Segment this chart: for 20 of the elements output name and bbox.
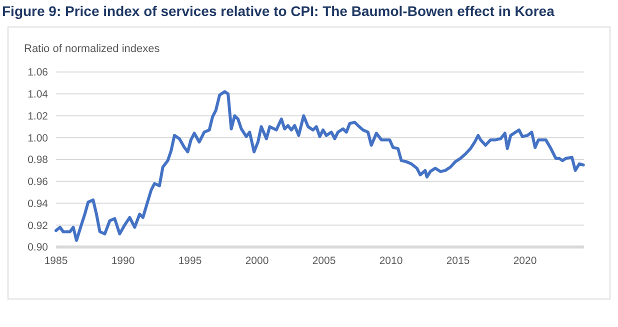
y-tick-label: 1.02	[28, 110, 48, 122]
y-tick-label: 0.92	[28, 220, 48, 232]
y-tick-label: 1.00	[28, 132, 48, 144]
x-tick-label: 2010	[379, 255, 403, 267]
x-tick-label: 2015	[446, 255, 470, 267]
x-tick-label: 1990	[111, 255, 135, 267]
line-series	[54, 90, 585, 242]
x-tick-label: 2005	[312, 255, 336, 267]
y-tick-label: 0.96	[28, 176, 48, 188]
x-tick-label: 2000	[245, 255, 269, 267]
chart-title: Figure 9: Price index of services relative to CPI: The Baumol-Bowen effect in Korea	[2, 3, 555, 19]
y-tick-label: 0.90	[28, 242, 48, 254]
y-tick-label: 1.06	[28, 66, 48, 79]
x-tick-label: 2020	[513, 255, 537, 267]
y-tick-label: 1.04	[28, 88, 48, 101]
y-tick-label: 0.94	[28, 198, 48, 210]
y-tick-label: 0.98	[28, 154, 48, 166]
y-axis-title: Ratio of normalized indexes	[24, 43, 160, 55]
x-tick-label: 1995	[178, 255, 202, 267]
x-tick-label: 1985	[44, 255, 68, 267]
